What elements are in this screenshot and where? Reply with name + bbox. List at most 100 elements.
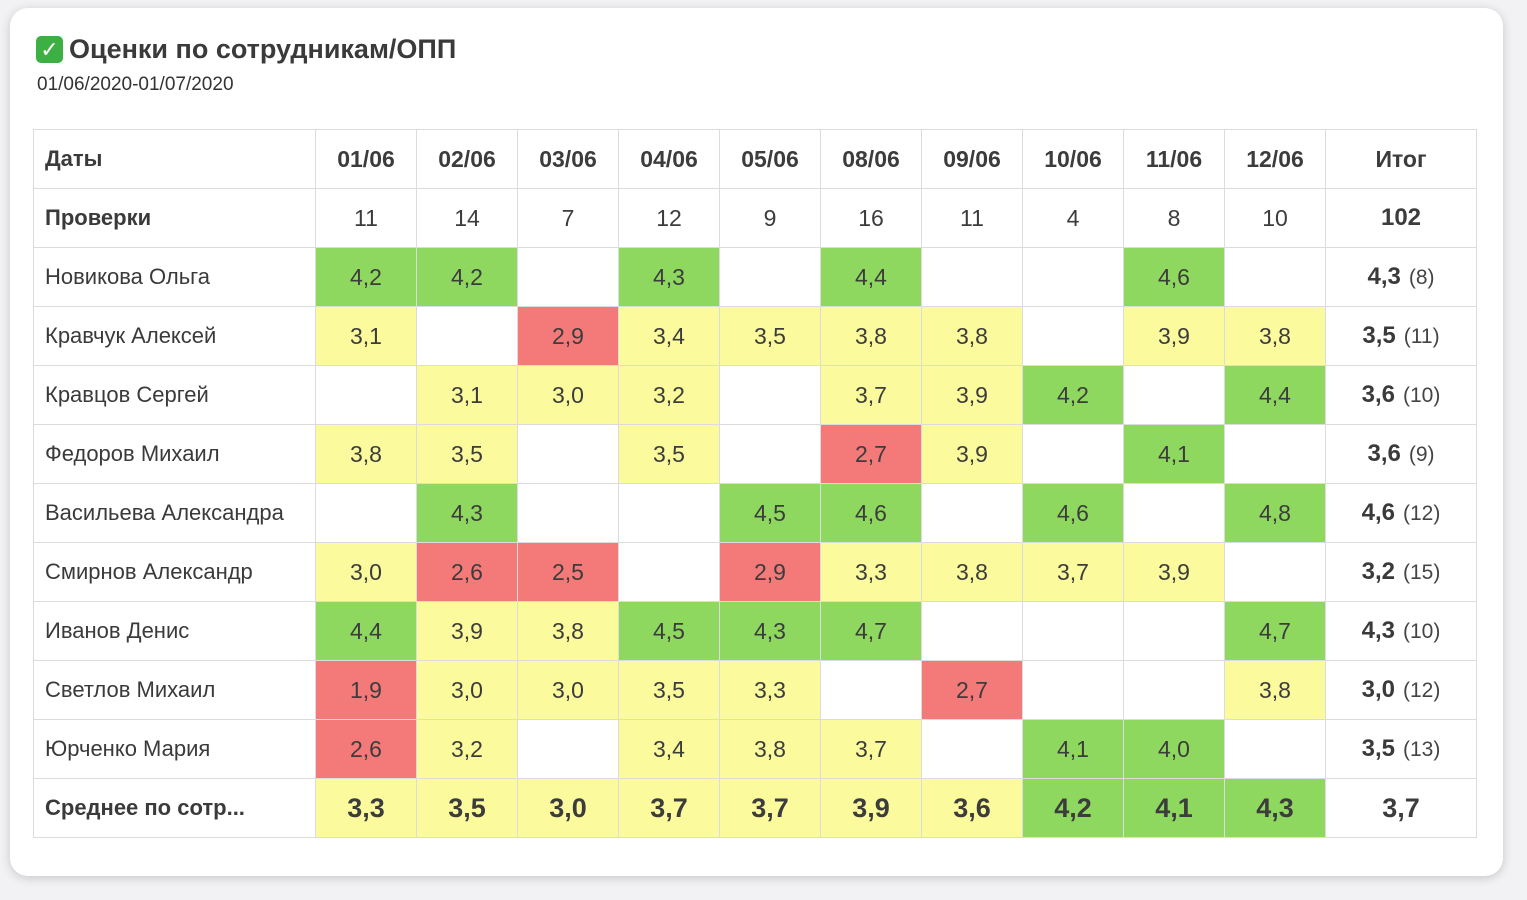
employee-check-count: (8): [1408, 266, 1435, 289]
rating-cell: 3,5: [618, 424, 720, 484]
employee-name[interactable]: Кравчук Алексей: [33, 306, 316, 366]
rating-cell: 3,8: [921, 306, 1023, 366]
rating-cell: 3,8: [1224, 306, 1326, 366]
checks-count: 9: [719, 188, 821, 248]
rating-cell: 3,8: [820, 306, 922, 366]
rating-cell: 3,9: [921, 424, 1023, 484]
rating-cell: 4,4: [1224, 365, 1326, 425]
rating-cell: 3,0: [517, 660, 619, 720]
employee-name[interactable]: Новикова Ольга: [33, 247, 316, 307]
rating-cell: 4,5: [618, 601, 720, 661]
employee-name[interactable]: Смирнов Александр: [33, 542, 316, 602]
employee-check-count: (15): [1403, 561, 1441, 584]
rating-cell: 3,5: [618, 660, 720, 720]
rating-cell: 3,7: [1022, 542, 1124, 602]
employee-total: 4,3 (8): [1325, 247, 1477, 307]
rating-cell: [1123, 660, 1225, 720]
rating-cell: 3,9: [1123, 542, 1225, 602]
rating-cell: 3,1: [315, 306, 417, 366]
rating-cell: 2,7: [921, 660, 1023, 720]
employee-name[interactable]: Юрченко Мария: [33, 719, 316, 779]
rating-cell: [517, 247, 619, 307]
date-header[interactable]: 11/06: [1123, 129, 1225, 189]
rating-cell: [618, 542, 720, 602]
employee-score: 3,6: [1361, 381, 1395, 408]
employee-row[interactable]: Новикова Ольга 4,2 4,2 4,3 4,4 4,6 4,3 (8): [33, 247, 1477, 307]
checks-count: 12: [618, 188, 720, 248]
average-cell: 3,7: [618, 778, 720, 838]
rating-cell: 3,1: [416, 365, 518, 425]
rating-cell: [820, 660, 922, 720]
date-header[interactable]: 01/06: [315, 129, 417, 189]
employee-score: 3,2: [1361, 558, 1395, 585]
employee-row[interactable]: Светлов Михаил 1,9 3,0 3,0 3,5 3,3 2,7 3,8 3,0 (1…: [33, 660, 1477, 720]
employee-row[interactable]: Иванов Денис 4,4 3,9 3,8 4,5 4,3 4,7 4,7 4,3 (10): [33, 601, 1477, 661]
employee-row[interactable]: Кравцов Сергей 3,1 3,0 3,2 3,7 3,9 4,2 4,4 3,6 (1…: [33, 365, 1477, 425]
checks-count: 11: [921, 188, 1023, 248]
rating-cell: [1022, 660, 1124, 720]
average-cell: 4,3: [1224, 778, 1326, 838]
rating-cell: 4,4: [315, 601, 417, 661]
checks-count: 7: [517, 188, 619, 248]
rating-cell: 3,8: [517, 601, 619, 661]
date-header[interactable]: 04/06: [618, 129, 720, 189]
rating-cell: 3,2: [618, 365, 720, 425]
employee-row[interactable]: Васильева Александра 4,3 4,5 4,6 4,6 4,8 4,6 (1…: [33, 483, 1477, 543]
date-header[interactable]: 10/06: [1022, 129, 1124, 189]
date-header[interactable]: 05/06: [719, 129, 821, 189]
employee-name[interactable]: Иванов Денис: [33, 601, 316, 661]
rating-cell: [719, 365, 821, 425]
employee-total: 3,5 (11): [1325, 306, 1477, 366]
rating-cell: 3,3: [719, 660, 821, 720]
rating-cell: [1123, 601, 1225, 661]
employee-row[interactable]: Федоров Михаил 3,8 3,5 3,5 2,7 3,9 4,1 3,6 (9): [33, 424, 1477, 484]
rating-cell: 4,2: [315, 247, 417, 307]
rating-cell: 2,5: [517, 542, 619, 602]
employee-name[interactable]: Кравцов Сергей: [33, 365, 316, 425]
rating-cell: [1123, 483, 1225, 543]
date-header[interactable]: 08/06: [820, 129, 922, 189]
employee-total: 3,5 (13): [1325, 719, 1477, 779]
employee-row[interactable]: Смирнов Александр 3,0 2,6 2,5 2,9 3,3 3,8 3,7 3,…: [33, 542, 1477, 602]
employee-row[interactable]: Юрченко Мария 2,6 3,2 3,4 3,8 3,7 4,1 4,0 3,5 (13…: [33, 719, 1477, 779]
date-header[interactable]: 03/06: [517, 129, 619, 189]
rating-cell: 4,6: [1123, 247, 1225, 307]
rating-cell: 4,1: [1123, 424, 1225, 484]
date-range: 01/06/2020-01/07/2020: [37, 74, 234, 95]
total-header: Итог: [1325, 129, 1477, 189]
rating-cell: [315, 365, 417, 425]
rating-cell: [719, 247, 821, 307]
checks-count: 10: [1224, 188, 1326, 248]
checks-count: 16: [820, 188, 922, 248]
employee-check-count: (12): [1403, 679, 1441, 702]
employee-score: 3,5: [1362, 322, 1396, 349]
rating-cell: 4,3: [416, 483, 518, 543]
rating-cell: 4,2: [1022, 365, 1124, 425]
average-cell: 3,3: [315, 778, 417, 838]
employee-score: 4,3: [1361, 617, 1395, 644]
average-cell: 4,2: [1022, 778, 1124, 838]
rating-cell: 3,0: [517, 365, 619, 425]
rating-cell: [1224, 424, 1326, 484]
checks-count: 14: [416, 188, 518, 248]
rating-cell: 2,7: [820, 424, 922, 484]
employee-row[interactable]: Кравчук Алексей 3,1 2,9 3,4 3,5 3,8 3,8 3,9 3,8 3…: [33, 306, 1477, 366]
report-card: ✓ Оценки по сотрудникам/ОПП 01/06/2020-0…: [10, 8, 1503, 876]
average-label: Среднее по сотр...: [33, 778, 316, 838]
employee-name[interactable]: Федоров Михаил: [33, 424, 316, 484]
average-cell: 3,6: [921, 778, 1023, 838]
employee-name[interactable]: Светлов Михаил: [33, 660, 316, 720]
rating-cell: 4,4: [820, 247, 922, 307]
employee-score: 3,5: [1361, 735, 1395, 762]
rating-cell: [1022, 424, 1124, 484]
rating-cell: 4,0: [1123, 719, 1225, 779]
rating-cell: [719, 424, 821, 484]
rating-cell: 4,3: [719, 601, 821, 661]
date-header[interactable]: 12/06: [1224, 129, 1326, 189]
average-cell: 3,0: [517, 778, 619, 838]
date-header[interactable]: 02/06: [416, 129, 518, 189]
rating-cell: 4,1: [1022, 719, 1124, 779]
employee-name[interactable]: Васильева Александра: [33, 483, 316, 543]
date-header[interactable]: 09/06: [921, 129, 1023, 189]
rating-cell: [1224, 247, 1326, 307]
